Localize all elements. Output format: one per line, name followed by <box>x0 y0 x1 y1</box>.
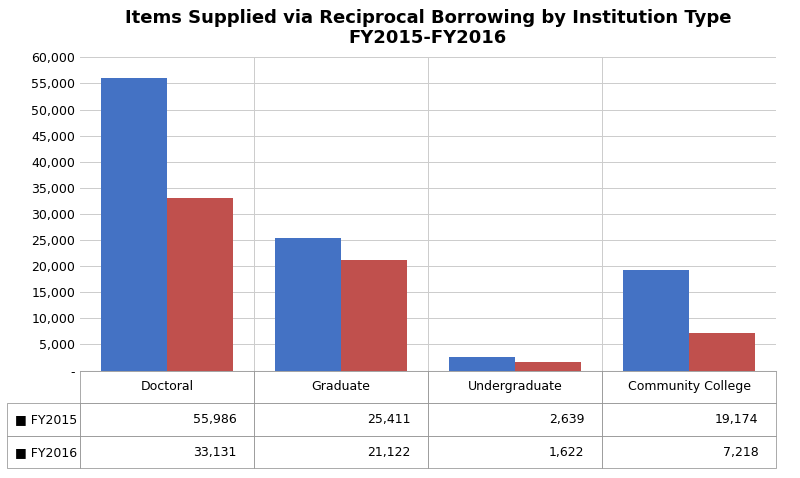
Bar <box>341 261 407 370</box>
Bar <box>515 362 581 370</box>
Bar <box>449 357 515 370</box>
Bar <box>623 271 689 370</box>
Bar <box>101 78 167 370</box>
Bar <box>167 197 233 370</box>
Title: Items Supplied via Reciprocal Borrowing by Institution Type
FY2015-FY2016: Items Supplied via Reciprocal Borrowing … <box>125 9 731 47</box>
Bar <box>275 238 341 370</box>
Bar <box>689 333 755 370</box>
